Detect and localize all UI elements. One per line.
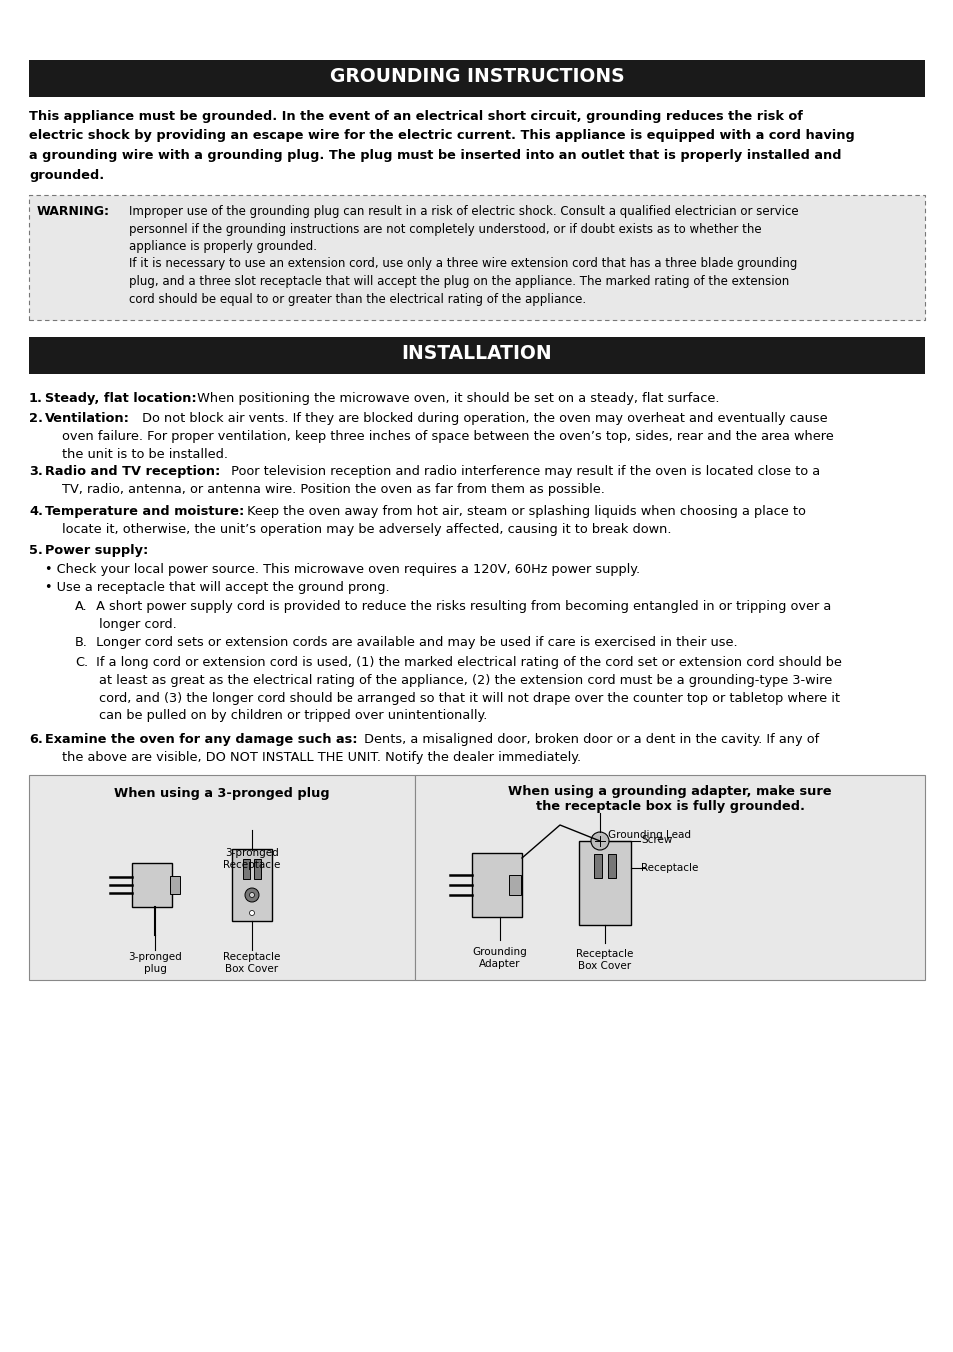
Text: Radio and TV reception:: Radio and TV reception: [45,465,220,479]
Text: 3-pronged
plug: 3-pronged plug [128,952,182,973]
Text: B.: B. [75,635,88,649]
Text: 2.: 2. [29,412,43,425]
Text: cord should be equal to or greater than the electrical rating of the appliance.: cord should be equal to or greater than … [129,292,585,306]
Text: electric shock by providing an escape wire for the electric current. This applia: electric shock by providing an escape wi… [29,130,854,142]
Text: 4.: 4. [29,506,43,518]
Bar [29,337,924,375]
Text: appliance is properly grounded.: appliance is properly grounded. [129,241,316,253]
Text: GROUNDING INSTRUCTIONS: GROUNDING INSTRUCTIONS [330,68,623,87]
Text: Poor television reception and radio interference may result if the oven is locat: Poor television reception and radio inte… [227,465,820,479]
Text: C.: C. [75,656,88,669]
Text: the above are visible, DO NOT INSTALL THE UNIT. Notify the dealer immediately.: the above are visible, DO NOT INSTALL TH… [62,750,580,764]
Bar [509,875,520,895]
Text: Receptacle
Box Cover: Receptacle Box Cover [576,949,633,971]
Text: at least as great as the electrical rating of the appliance, (2) the extension c: at least as great as the electrical rati… [99,673,831,687]
Text: • Check your local power source. This microwave oven requires a 120V, 60Hz power: • Check your local power source. This mi… [45,562,639,576]
Text: 3.: 3. [29,465,43,479]
Circle shape [250,910,254,915]
Bar [594,854,601,877]
Text: Screw: Screw [640,836,672,845]
Text: cord, and (3) the longer cord should be arranged so that it will not drape over : cord, and (3) the longer cord should be … [99,692,840,704]
Bar [607,854,616,877]
Bar [29,59,924,97]
Text: 5.: 5. [29,544,43,557]
Text: 6.: 6. [29,733,43,746]
Circle shape [245,888,258,902]
Text: A.: A. [75,600,88,612]
Bar [472,853,521,917]
Text: Do not block air vents. If they are blocked during operation, the oven may overh: Do not block air vents. If they are bloc… [138,412,827,425]
Text: Keep the oven away from hot air, steam or splashing liquids when choosing a plac: Keep the oven away from hot air, steam o… [243,506,805,518]
Text: This appliance must be grounded. In the event of an electrical short circuit, gr: This appliance must be grounded. In the … [29,110,802,123]
Text: Ventilation:: Ventilation: [45,412,130,425]
Text: • Use a receptacle that will accept the ground prong.: • Use a receptacle that will accept the … [45,581,389,594]
Text: When using a grounding adapter, make sure
the receptacle box is fully grounded.: When using a grounding adapter, make sur… [508,786,831,813]
Text: TV, radio, antenna, or antenna wire. Position the oven as far from them as possi: TV, radio, antenna, or antenna wire. Pos… [62,483,604,496]
Circle shape [590,831,608,850]
Bar [253,859,261,879]
Bar [132,863,172,907]
Bar [232,849,272,921]
Text: grounded.: grounded. [29,169,104,181]
Text: personnel if the grounding instructions are not completely understood, or if dou: personnel if the grounding instructions … [129,223,760,235]
Text: When using a 3-pronged plug: When using a 3-pronged plug [114,787,330,800]
Text: Grounding
Adapter: Grounding Adapter [472,946,527,968]
Text: 3-pronged
Receptacle: 3-pronged Receptacle [223,848,280,869]
Bar [29,775,415,980]
Bar [29,195,924,320]
Text: INSTALLATION: INSTALLATION [401,343,552,362]
Text: locate it, otherwise, the unit’s operation may be adversely affected, causing it: locate it, otherwise, the unit’s operati… [62,523,671,535]
Text: Improper use of the grounding plug can result in a risk of electric shock. Consu: Improper use of the grounding plug can r… [129,206,798,218]
Text: can be pulled on by children or tripped over unintentionally.: can be pulled on by children or tripped … [99,710,487,722]
Text: WARNING:: WARNING: [37,206,110,218]
Text: plug, and a three slot receptacle that will accept the plug on the appliance. Th: plug, and a three slot receptacle that w… [129,274,788,288]
Text: When positioning the microwave oven, it should be set on a steady, flat surface.: When positioning the microwave oven, it … [193,392,719,406]
Text: a grounding wire with a grounding plug. The plug must be inserted into an outlet: a grounding wire with a grounding plug. … [29,149,841,162]
Text: Temperature and moisture:: Temperature and moisture: [45,506,244,518]
Text: Power supply:: Power supply: [45,544,148,557]
Bar [243,859,250,879]
Bar [578,841,630,925]
Text: Steady, flat location:: Steady, flat location: [45,392,196,406]
Text: the unit is to be installed.: the unit is to be installed. [62,448,228,461]
Bar [415,775,924,980]
Circle shape [250,892,254,898]
Bar [170,876,180,894]
Text: Receptacle
Box Cover: Receptacle Box Cover [223,952,280,973]
Text: Grounding Lead: Grounding Lead [608,830,691,840]
Text: longer cord.: longer cord. [99,618,176,631]
Text: oven failure. For proper ventilation, keep three inches of space between the ove: oven failure. For proper ventilation, ke… [62,430,833,443]
Text: Dents, a misaligned door, broken door or a dent in the cavity. If any of: Dents, a misaligned door, broken door or… [359,733,819,746]
Text: Longer cord sets or extension cords are available and may be used if care is exe: Longer cord sets or extension cords are … [91,635,737,649]
Text: 1.: 1. [29,392,43,406]
Text: Receptacle: Receptacle [640,863,698,873]
Text: Examine the oven for any damage such as:: Examine the oven for any damage such as: [45,733,357,746]
Text: If a long cord or extension cord is used, (1) the marked electrical rating of th: If a long cord or extension cord is used… [91,656,841,669]
Text: If it is necessary to use an extension cord, use only a three wire extension cor: If it is necessary to use an extension c… [129,257,797,270]
Text: A short power supply cord is provided to reduce the risks resulting from becomin: A short power supply cord is provided to… [91,600,830,612]
